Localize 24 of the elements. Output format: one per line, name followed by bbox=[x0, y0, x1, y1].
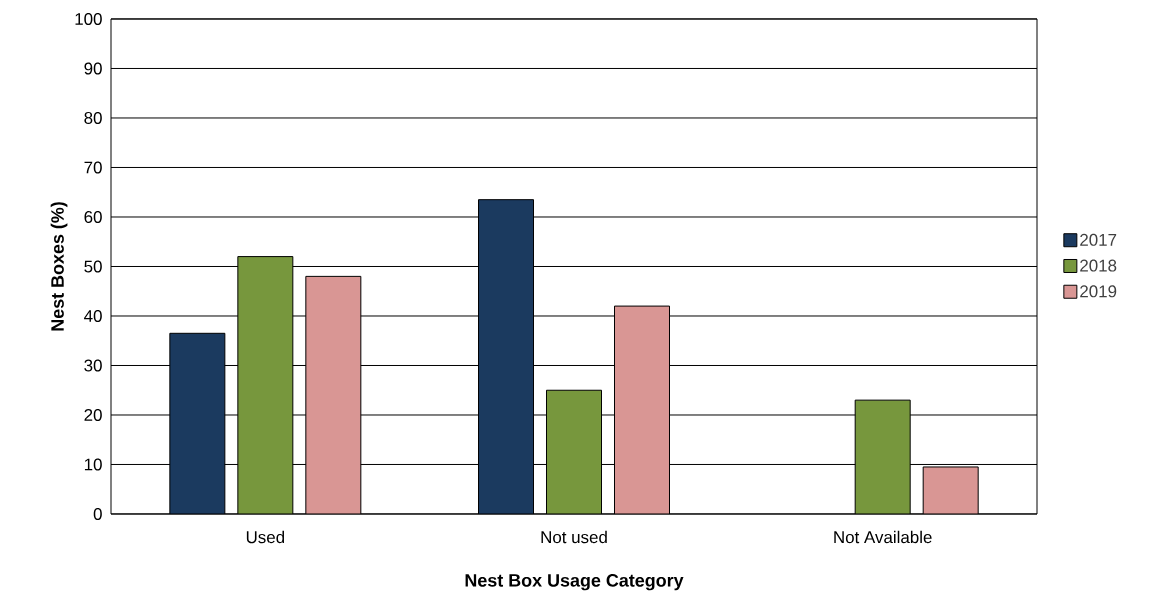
y-tick-label: 10 bbox=[84, 458, 102, 471]
bar bbox=[922, 466, 979, 514]
y-tick-label: 60 bbox=[84, 210, 102, 223]
x-tick-label: Not Available bbox=[834, 530, 932, 544]
bar bbox=[169, 332, 226, 514]
y-tick-label: 80 bbox=[84, 111, 102, 124]
y-tick-label: 70 bbox=[84, 161, 102, 174]
x-axis-title: Nest Box Usage Category bbox=[465, 574, 684, 591]
legend-label: 2017 bbox=[1080, 233, 1117, 246]
y-tick-label: 100 bbox=[75, 12, 102, 25]
legend-label: 2019 bbox=[1080, 285, 1117, 298]
y-tick-label: 50 bbox=[84, 260, 102, 273]
bar bbox=[305, 275, 362, 514]
bar bbox=[478, 199, 535, 514]
y-tick-label: 20 bbox=[84, 408, 102, 421]
y-tick-label: 90 bbox=[84, 62, 102, 75]
x-tick-label: Used bbox=[246, 530, 285, 544]
bar bbox=[614, 305, 671, 514]
y-tick-label: 40 bbox=[84, 309, 102, 322]
y-tick-label: 0 bbox=[93, 507, 102, 520]
x-tick-label: Not used bbox=[541, 530, 607, 544]
legend-label: 2018 bbox=[1080, 259, 1117, 272]
y-tick-label: 30 bbox=[84, 359, 102, 372]
y-axis-title: Nest Boxes (%) bbox=[50, 202, 68, 331]
